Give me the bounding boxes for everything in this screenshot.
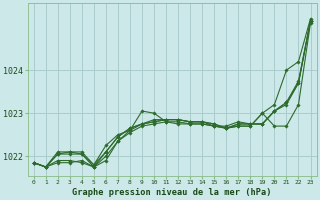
X-axis label: Graphe pression niveau de la mer (hPa): Graphe pression niveau de la mer (hPa) [72, 188, 272, 197]
